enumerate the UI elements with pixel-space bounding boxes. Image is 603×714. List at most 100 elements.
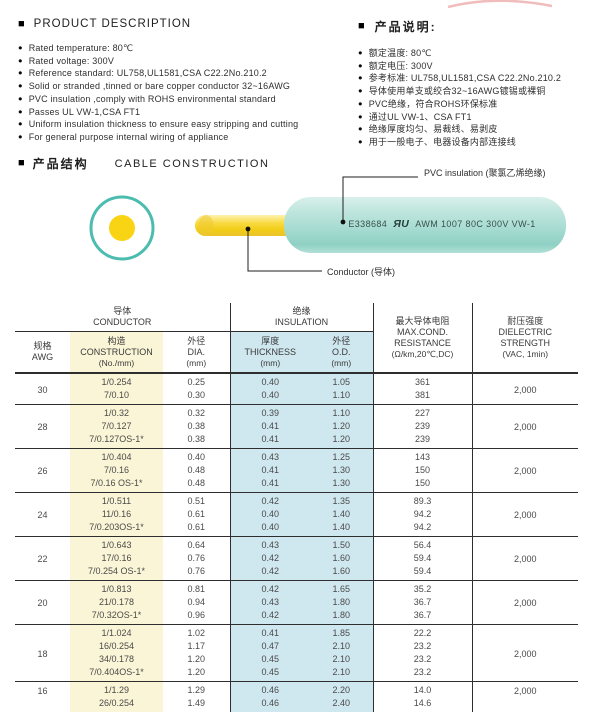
construction-cell: 7/0.127OS-1*	[70, 433, 163, 449]
resistance-cell: 239	[373, 420, 473, 433]
dielectric-cell: 2,000	[513, 686, 537, 696]
thickness-cell: 0.41	[230, 464, 310, 477]
construction-cell: 7/0.10	[70, 389, 163, 405]
construction-cell: 1/1.29	[70, 681, 163, 697]
dia-cell: 0.48	[163, 477, 231, 493]
dielectric-cell: 2,000	[513, 648, 537, 659]
dielectric-cell: 2,000	[513, 384, 537, 395]
list-item: ● Passes UL VW-1,CSA FT1	[18, 106, 141, 117]
list-item: ● 导体使用单支或绞合32~16AWG镀锡或裸铜	[358, 86, 546, 97]
dia-cell: 0.76	[163, 565, 231, 581]
table-row: 7/0.127 0.38 0.41 1.20 239	[15, 420, 578, 433]
dia-cell: 0.32	[163, 404, 231, 420]
construction-cell: 1/0.813	[70, 580, 163, 596]
list-item: ● 绝缘厚度均匀、易裁线、易剥皮	[358, 124, 498, 135]
thickness-cell: 0.41	[230, 433, 310, 449]
od-cell: 2.10	[310, 640, 374, 653]
ul-recognized-icon: ЯU	[393, 218, 410, 230]
dia-cell: 1.17	[163, 640, 231, 653]
od-cell: 1.50	[310, 536, 374, 552]
awg-cell: 20	[37, 598, 48, 608]
bullet-icon: ●	[18, 43, 23, 52]
resistance-cell: 143	[373, 448, 473, 464]
awg-cell: 28	[37, 422, 48, 432]
product-description-en: ■ PRODUCT DESCRIPTION ● Rated temperature…	[18, 18, 348, 144]
od-cell: 1.40	[310, 521, 374, 537]
dia-cell: 0.40	[163, 448, 231, 464]
thickness-column-header: 厚度 THICKNESS (mm)	[230, 331, 310, 374]
conductor-group-header: 导体 CONDUCTOR	[15, 303, 231, 332]
bullet-icon: ●	[18, 93, 23, 103]
conductor-label: Conductor (导体)	[327, 267, 396, 277]
cable-construction-title: ■ 产品结构 CABLE CONSTRUCTION	[18, 155, 269, 172]
bullet-icon: ●	[358, 60, 363, 70]
list-item: ● PVC insulation ,comply with ROHS enviro…	[18, 93, 276, 104]
od-cell: 1.35	[310, 492, 374, 508]
dia-cell: 0.51	[163, 492, 231, 508]
dielectric-cell: 2,000	[513, 554, 537, 564]
resistance-cell: 361	[373, 373, 473, 389]
awg-group-26: 26 1/0.404 0.40 0.43 1.25 143 2,000 7/0.16 0.48 0…	[15, 448, 578, 493]
construction-cell: 17/0.16	[70, 552, 163, 565]
table-row: 7/0.203OS-1* 0.61 0.40 1.40 94.2	[15, 521, 578, 537]
construction-cell: 26/0.254	[70, 697, 163, 712]
awg-cell: 22	[37, 554, 48, 564]
construction-cell: 7/0.16	[70, 464, 163, 477]
cable-print-text: E338684 ЯU AWM 1007 80C 300V VW-1	[312, 218, 572, 230]
table-row: 7/0.16 0.48 0.41 1.30 150	[15, 464, 578, 477]
awg-group-24: 24 1/0.511 0.51 0.42 1.35 89.3 2,000 11/0.16 0.6…	[15, 492, 578, 537]
thickness-cell: 0.39	[230, 404, 310, 420]
table-row: 28 1/0.32 0.32 0.39 1.10 227 2,000	[15, 404, 578, 432]
dia-cell: 1.02	[163, 624, 231, 640]
dia-cell: 0.25	[163, 373, 231, 389]
bullet-icon: ●	[358, 111, 363, 121]
awg-cell: 18	[37, 648, 48, 659]
resistance-cell: 22.2	[373, 624, 473, 640]
construction-cell: 34/0.178	[70, 653, 163, 666]
awg-group-18: 18 1/1.024 1.02 0.41 1.85 22.2 2,000 16/0.254 1.…	[15, 624, 578, 682]
bullet-icon: ●	[18, 119, 23, 129]
list-item: ● Rated temperature: 80℃	[18, 43, 134, 53]
thickness-cell: 0.43	[230, 536, 310, 552]
table-row: 7/0.404OS-1* 1.20 0.45 2.10 23.2	[15, 666, 578, 682]
section-title-en: CABLE CONSTRUCTION	[114, 157, 270, 170]
thickness-cell: 0.41	[230, 624, 310, 640]
dia-cell: 0.38	[163, 420, 231, 433]
dia-cell: 0.48	[163, 464, 231, 477]
section-title-cn: 产品结构	[32, 157, 89, 171]
insulation-pointer-dot	[340, 219, 346, 225]
od-cell: 2.10	[310, 653, 374, 666]
dia-cell: 0.94	[163, 596, 231, 609]
od-cell: 1.30	[310, 477, 374, 493]
od-cell: 2.10	[310, 666, 374, 682]
construction-column-header: 构造 CONSTRUCTION (No./mm)	[70, 331, 163, 374]
table-row: 7/0.16 OS-1* 0.48 0.41 1.30 150	[15, 477, 578, 493]
list-item: ● Uniform insulation thickness to ensure …	[18, 119, 299, 130]
od-cell: 1.60	[310, 565, 374, 581]
construction-cell: 7/0.32OS-1*	[70, 609, 163, 625]
dia-cell: 0.30	[163, 389, 231, 405]
table-row: 26 1/0.404 0.40 0.43 1.25 143 2,000	[15, 448, 578, 476]
cable-cross-section	[89, 195, 155, 261]
resistance-cell: 59.4	[373, 552, 473, 565]
table-subheader-row: 规格 AWG 构造 CONSTRUCTION (No./mm) 外径 DIA. …	[15, 331, 578, 374]
resistance-cell: 36.7	[373, 596, 473, 609]
thickness-cell: 0.42	[230, 580, 310, 596]
construction-cell: 7/0.254 OS-1*	[70, 565, 163, 581]
dia-cell: 0.81	[163, 580, 231, 596]
section-marker-icon: ■	[358, 20, 367, 32]
bullet-icon: ●	[18, 131, 23, 141]
construction-cell: 11/0.16	[70, 508, 163, 521]
thickness-cell: 0.46	[230, 697, 310, 712]
dielectric-cell: 2,000	[513, 598, 537, 608]
dia-column-header: 外径 DIA. (mm)	[163, 331, 231, 374]
od-cell: 1.10	[310, 389, 374, 405]
thickness-cell: 0.45	[230, 666, 310, 682]
ul-file-number: E338684	[348, 219, 388, 229]
od-cell: 1.80	[310, 596, 374, 609]
bullet-icon: ●	[358, 48, 363, 57]
dielectric-cell: 2,000	[513, 422, 537, 432]
resistance-cell: 23.2	[373, 653, 473, 666]
construction-cell: 1/0.32	[70, 404, 163, 420]
resistance-cell: 89.3	[373, 492, 473, 508]
